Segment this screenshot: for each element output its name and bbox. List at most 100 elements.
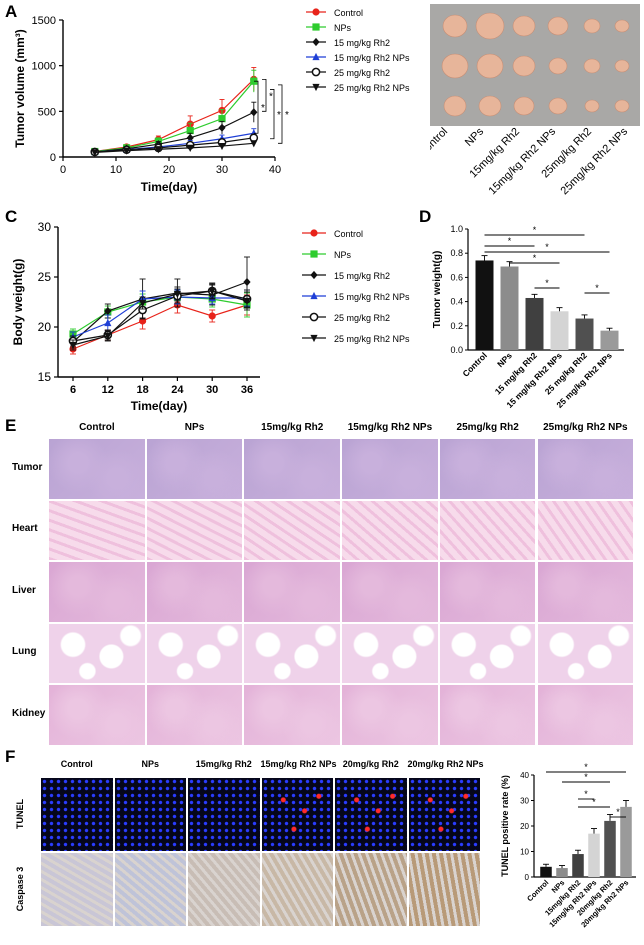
- y-tick-label: 30: [520, 797, 529, 806]
- he-micrograph: [146, 562, 243, 622]
- significance-mark: *: [533, 253, 537, 263]
- x-tick-label: 36: [241, 384, 253, 396]
- he-column-header: 25mg/kg Rh2: [456, 422, 519, 433]
- series-line: [94, 80, 255, 153]
- tumor-photo: [430, 4, 640, 126]
- he-micrograph: [49, 500, 145, 560]
- he-micrograph: [537, 685, 634, 745]
- data-point: [186, 144, 194, 152]
- legend-label: 15 mg/kg Rh2 NPs: [334, 53, 410, 63]
- y-tick-label: 30: [38, 220, 52, 234]
- y-tick-label: 40: [520, 771, 529, 780]
- y-axis-title: Tumor weight(g): [432, 251, 443, 329]
- he-column-header: Control: [79, 422, 115, 433]
- y-tick-label: 0.4: [450, 297, 463, 307]
- he-micrograph: [146, 623, 243, 683]
- series-line: [72, 281, 248, 343]
- he-micrograph: [537, 562, 634, 622]
- he-micrograph: [49, 562, 145, 622]
- he-staining-panel: Control NPs 15mg/kg Rh2 15mg/kg Rh2 NPs 25mg…: [0, 420, 644, 748]
- panel-label-d: D: [419, 207, 432, 226]
- photo-label: Control: [430, 126, 450, 159]
- panel-label-a: A: [5, 2, 18, 21]
- staining-row-header: TUNEL: [15, 798, 25, 829]
- y-tick-label: 0.0: [450, 345, 463, 355]
- panel-label-c: C: [5, 207, 18, 226]
- data-point: [186, 133, 194, 142]
- legend-label: 15 mg/kg Rh2: [334, 38, 390, 48]
- bar: [540, 866, 552, 877]
- y-tick-label: 15: [38, 370, 52, 384]
- series-line: [94, 142, 254, 154]
- tumor-specimen: [584, 99, 600, 113]
- bar: [500, 266, 519, 350]
- bar: [620, 806, 632, 877]
- tumor-specimen: [583, 18, 601, 34]
- y-axis-title: Body weight(g): [11, 259, 25, 346]
- x-tick-label: 30: [216, 164, 228, 176]
- he-row-header: Lung: [12, 646, 37, 658]
- significance-bracket: [262, 78, 267, 112]
- bar: [604, 820, 616, 877]
- data-point: [154, 146, 162, 154]
- he-column-header: 25mg/kg Rh2 NPs: [543, 422, 628, 433]
- y-tick-label: 25: [38, 270, 52, 284]
- staining-column-header: 20mg/kg Rh2: [342, 759, 399, 769]
- bar: [575, 318, 594, 350]
- he-column-header: NPs: [184, 422, 205, 433]
- data-point: [243, 277, 251, 287]
- legend-marker: [310, 270, 318, 280]
- series-line: [94, 137, 254, 153]
- he-column-header: 15mg/kg Rh2: [261, 422, 324, 433]
- staining-column-header: Control: [60, 759, 93, 769]
- tumor-weight-chart: 0.0 0.2 0.4 0.6 0.8 1.0 Tumor weight(g) Control…: [432, 224, 624, 410]
- tumor-specimen: [583, 58, 601, 74]
- tumor-specimen: [442, 14, 468, 38]
- significance-mark: *: [277, 110, 281, 121]
- tumor-volume-chart: 0 500 1000 1500 0 10 20 30 40 Time(day) Tumor volu…: [13, 8, 410, 194]
- tumor-specimen: [614, 99, 630, 113]
- legend-marker: [312, 23, 320, 31]
- bar: [475, 260, 494, 350]
- he-micrograph: [146, 500, 243, 560]
- series-line: [94, 111, 255, 153]
- tumor-specimen: [513, 96, 535, 116]
- y-axis-title: Tumor volume (mm³): [13, 29, 27, 147]
- x-tick-label: Control: [460, 350, 488, 378]
- bar: [572, 854, 584, 877]
- significance-mark: *: [533, 225, 537, 235]
- data-point: [218, 123, 226, 132]
- staining-column-header: 15mg/kg Rh2: [195, 759, 252, 769]
- he-micrograph: [342, 623, 438, 683]
- tumor-specimen: [476, 53, 504, 79]
- series-line: [94, 78, 255, 153]
- significance-mark: *: [545, 278, 549, 288]
- he-micrograph: [439, 562, 536, 622]
- y-tick-label: 20: [520, 822, 529, 831]
- caspase3-micrograph: [408, 853, 480, 926]
- x-tick-label: 18: [136, 384, 148, 396]
- data-point: [104, 306, 112, 316]
- he-row-header: Liver: [12, 584, 36, 596]
- he-row-header: Heart: [12, 523, 38, 535]
- he-micrograph: [244, 439, 341, 499]
- y-tick-label: 0: [50, 152, 56, 164]
- legend-label: 15 mg/kg Rh2 NPs: [334, 292, 410, 302]
- y-tick-label: 10: [520, 848, 529, 857]
- data-point: [243, 297, 251, 306]
- y-tick-label: 1000: [32, 61, 56, 73]
- he-row-header: Tumor: [12, 461, 43, 473]
- he-micrograph: [342, 500, 438, 560]
- staining-column-header: 20mg/kg Rh2 NPs: [407, 759, 484, 769]
- he-micrograph: [342, 685, 438, 745]
- he-micrograph: [244, 623, 341, 683]
- he-micrograph: [244, 562, 341, 622]
- legend-marker: [309, 312, 319, 322]
- legend-marker: [310, 250, 318, 258]
- he-column-header: 15mg/kg Rh2 NPs: [347, 422, 433, 433]
- significance-mark: *: [595, 283, 599, 293]
- x-tick-label: 40: [269, 164, 281, 176]
- data-point: [218, 142, 226, 151]
- he-micrograph: [342, 439, 438, 499]
